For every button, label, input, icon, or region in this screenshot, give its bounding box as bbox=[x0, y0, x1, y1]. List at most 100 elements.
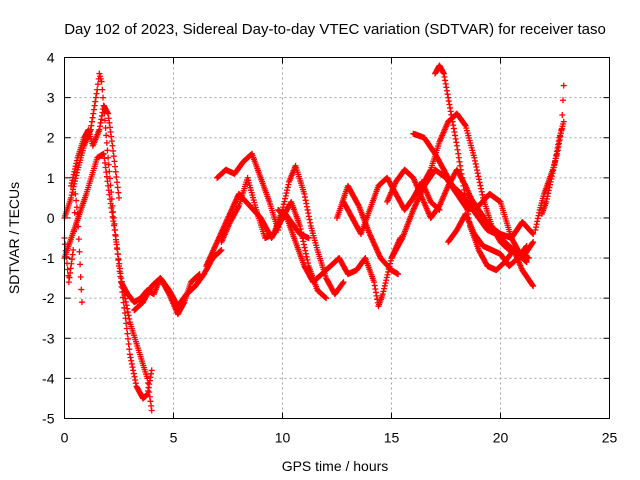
data-point bbox=[90, 110, 97, 117]
x-tick-label: 5 bbox=[170, 430, 178, 446]
data-point bbox=[304, 256, 311, 263]
data-point bbox=[110, 147, 117, 154]
series-arc-18 bbox=[445, 210, 530, 270]
data-point bbox=[460, 182, 467, 189]
data-point bbox=[463, 202, 470, 209]
series-arc-7 bbox=[214, 150, 347, 298]
data-point bbox=[303, 253, 310, 260]
data-point bbox=[64, 266, 71, 273]
series-arc-20 bbox=[532, 82, 567, 233]
data-point bbox=[126, 315, 133, 322]
data-point bbox=[71, 166, 78, 173]
data-point bbox=[218, 247, 225, 254]
data-point bbox=[305, 235, 312, 241]
data-point bbox=[382, 280, 389, 287]
data-point bbox=[100, 94, 107, 101]
data-point bbox=[97, 75, 104, 82]
data-point bbox=[381, 282, 388, 289]
data-point bbox=[296, 222, 303, 229]
data-point bbox=[384, 271, 391, 278]
data-point bbox=[96, 70, 103, 77]
data-point bbox=[522, 243, 529, 250]
series-arc-6 bbox=[131, 271, 203, 318]
data-point bbox=[92, 94, 99, 101]
data-point bbox=[130, 367, 137, 374]
data-point bbox=[530, 239, 537, 246]
data-point bbox=[303, 200, 310, 207]
chart-title: Day 102 of 2023, Sidereal Day-to-day VTE… bbox=[64, 21, 606, 38]
data-point bbox=[457, 166, 464, 173]
data-point bbox=[109, 213, 116, 220]
data-point bbox=[124, 309, 131, 316]
data-point bbox=[68, 194, 75, 201]
data-point bbox=[69, 177, 76, 184]
data-point bbox=[456, 158, 463, 165]
data-point bbox=[75, 236, 82, 243]
data-point bbox=[70, 174, 77, 181]
data-point bbox=[523, 243, 530, 250]
data-point bbox=[525, 255, 532, 262]
data-point bbox=[473, 164, 480, 171]
data-point bbox=[109, 142, 116, 149]
data-point bbox=[128, 357, 135, 364]
data-point bbox=[113, 241, 120, 248]
data-point bbox=[285, 181, 292, 188]
data-point bbox=[108, 204, 115, 211]
data-point bbox=[77, 261, 84, 268]
data-point bbox=[124, 305, 131, 312]
data-point bbox=[71, 209, 78, 216]
data-point bbox=[129, 364, 136, 371]
data-point bbox=[530, 283, 537, 290]
data-point bbox=[305, 210, 312, 217]
data-point bbox=[124, 330, 131, 337]
data-point bbox=[281, 198, 288, 205]
data-point bbox=[148, 367, 155, 374]
data-point bbox=[116, 260, 123, 267]
data-point bbox=[105, 182, 112, 189]
data-point bbox=[303, 203, 310, 210]
data-point bbox=[121, 310, 128, 317]
data-point bbox=[380, 288, 387, 295]
data-point bbox=[383, 274, 390, 281]
series-arc-3 bbox=[61, 150, 155, 414]
data-point bbox=[76, 248, 83, 255]
data-point bbox=[474, 167, 481, 174]
data-point bbox=[105, 187, 112, 194]
series-arc-21 bbox=[538, 118, 567, 217]
data-point bbox=[132, 376, 139, 383]
data-point bbox=[98, 78, 105, 85]
data-point bbox=[78, 286, 85, 293]
x-tick-label: 0 bbox=[61, 430, 69, 446]
y-tick-label: 2 bbox=[47, 130, 55, 146]
data-point bbox=[300, 241, 307, 248]
data-point bbox=[125, 312, 132, 319]
data-point bbox=[89, 114, 96, 121]
data-point bbox=[97, 73, 104, 80]
data-point bbox=[88, 122, 95, 129]
data-point bbox=[116, 265, 123, 272]
data-point bbox=[453, 142, 460, 149]
data-point bbox=[475, 173, 482, 180]
data-point bbox=[107, 200, 114, 207]
data-point bbox=[472, 157, 479, 164]
data-point bbox=[90, 106, 97, 113]
data-point bbox=[68, 182, 75, 189]
data-point bbox=[284, 187, 291, 194]
x-tick-label: 15 bbox=[384, 430, 400, 446]
data-points bbox=[61, 62, 567, 414]
series-arc-8 bbox=[203, 190, 330, 302]
data-point bbox=[478, 188, 485, 195]
data-point bbox=[395, 271, 402, 278]
y-tick-label: -4 bbox=[42, 370, 55, 386]
data-point bbox=[123, 302, 130, 309]
data-point bbox=[530, 230, 537, 237]
data-point bbox=[110, 218, 117, 225]
y-tick-label: -3 bbox=[42, 330, 55, 346]
data-point bbox=[107, 196, 114, 203]
data-point bbox=[114, 184, 121, 191]
data-point bbox=[127, 354, 134, 361]
data-point bbox=[126, 346, 133, 353]
series-arc-19 bbox=[464, 190, 537, 241]
data-point bbox=[381, 285, 388, 292]
series-arc-4 bbox=[68, 102, 122, 201]
